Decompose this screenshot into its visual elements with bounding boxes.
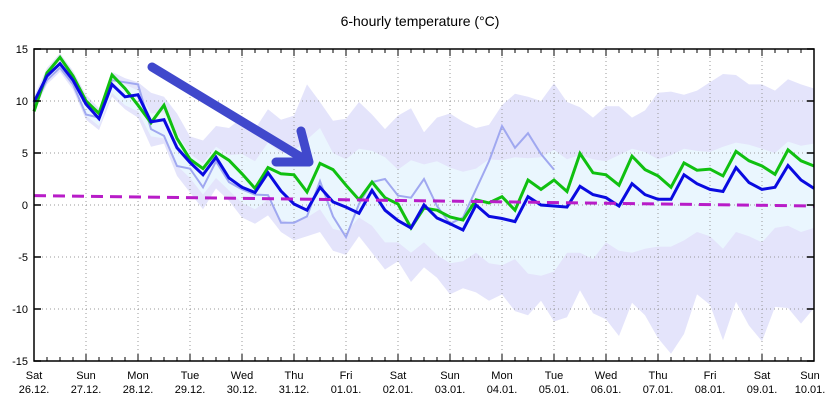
x-tick-labels: Sat 26.12. Sun 27.12. Mon 28.12. Tue 29.12. Wed 3…: [19, 370, 826, 396]
y-tick-label: -10: [12, 304, 28, 316]
x-tick-date: 08.01.: [695, 384, 726, 396]
x-tick-day: Mon: [491, 370, 512, 382]
x-tick-day: Mon: [127, 370, 148, 382]
series-lines: [32, 54, 815, 240]
series-control: [33, 66, 555, 240]
x-tick-date: 30.12.: [227, 384, 258, 396]
y-tick-label: 5: [22, 148, 28, 160]
chart-title: 6-hourly temperature (°C): [341, 13, 500, 29]
x-tick-date: 06.01.: [591, 384, 622, 396]
x-tick-date: 04.01.: [487, 384, 518, 396]
x-tick-date: 05.01.: [539, 384, 570, 396]
x-tick-day: Tue: [545, 370, 564, 382]
y-tick-label: 15: [16, 44, 28, 56]
x-tick-day: Tue: [181, 370, 200, 382]
x-tick-date: 07.01.: [643, 384, 674, 396]
x-tick-date: 03.01.: [435, 384, 466, 396]
x-tick-day: Sat: [754, 370, 771, 382]
trend-arrow: [147, 62, 314, 167]
grid-lines: [34, 49, 814, 361]
x-tick-day: Thu: [649, 370, 668, 382]
x-tick-day: Fri: [704, 370, 717, 382]
y-tick-label: -15: [12, 356, 28, 368]
x-tick-date: 01.01.: [331, 384, 362, 396]
x-tick-day: Sun: [440, 370, 460, 382]
y-tick-label: 10: [16, 96, 28, 108]
y-tick-label: 0: [22, 200, 28, 212]
series-green: [32, 54, 815, 231]
x-tick-day: Sun: [76, 370, 96, 382]
x-tick-date: 31.12.: [279, 384, 310, 396]
x-tick-day: Thu: [285, 370, 304, 382]
y-tick-label: -5: [18, 252, 28, 264]
x-tick-date: 28.12.: [123, 384, 154, 396]
x-tick-date: 27.12.: [71, 384, 102, 396]
series-blue: [32, 61, 815, 232]
x-tick-date: 02.01.: [383, 384, 414, 396]
ensemble-spread-inner: [34, 59, 814, 276]
x-tick-day: Wed: [595, 370, 617, 382]
x-tick-date: 09.01.: [747, 384, 778, 396]
x-tick-day: Sun: [800, 370, 820, 382]
axes: [33, 48, 815, 362]
y-tick-labels: 15 10 5 0 -5 -10 -15: [12, 44, 28, 368]
x-tick-date: 10.01.: [795, 384, 826, 396]
x-tick-date: 29.12.: [175, 384, 206, 396]
x-tick-day: Sat: [26, 370, 43, 382]
x-tick-day: Fri: [340, 370, 353, 382]
arrow-icon: [147, 62, 314, 167]
series-climate-mean: [33, 194, 815, 208]
x-tick-day: Sat: [390, 370, 407, 382]
x-tick-date: 26.12.: [19, 384, 50, 396]
x-tick-day: Wed: [231, 370, 253, 382]
